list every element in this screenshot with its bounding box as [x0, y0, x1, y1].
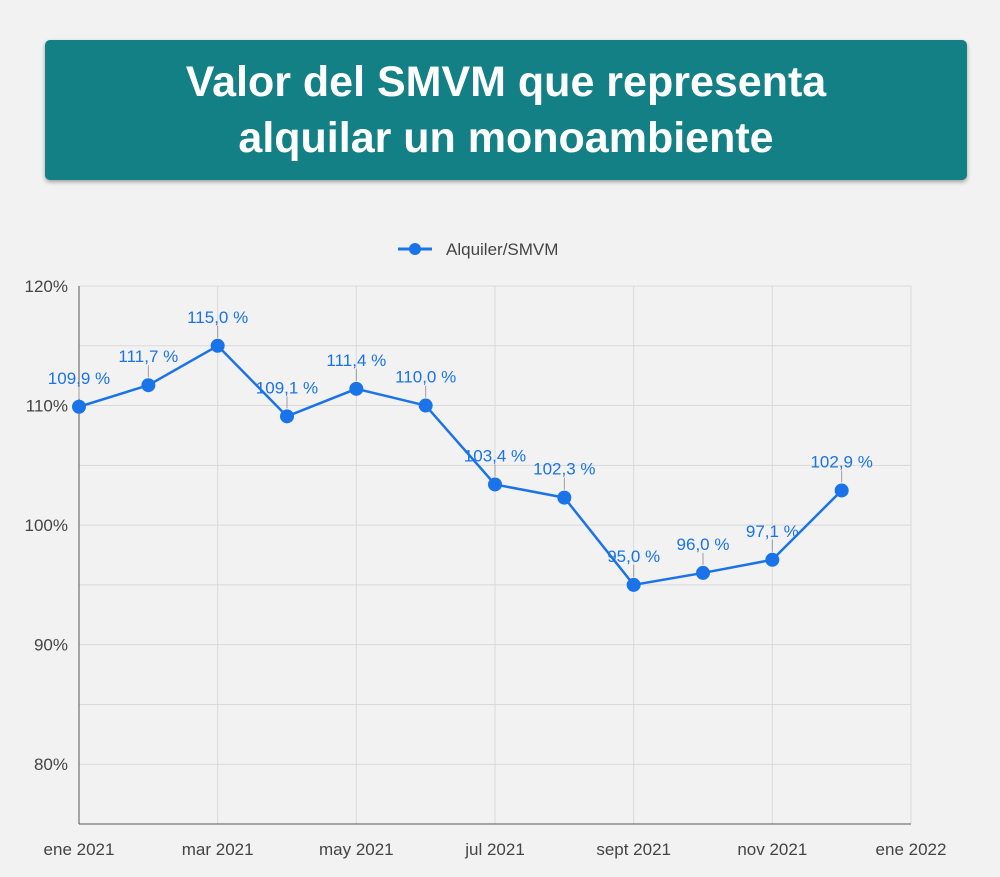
x-tick-label: jul 2021: [464, 840, 525, 859]
data-label: 111,4 %: [326, 351, 386, 370]
data-label: 97,1 %: [746, 522, 799, 541]
y-tick-label: 110%: [26, 397, 68, 416]
data-point[interactable]: [210, 338, 225, 353]
y-tick-label: 120%: [25, 277, 68, 296]
data-point[interactable]: [349, 381, 364, 396]
data-label: 115,0 %: [187, 308, 248, 327]
y-tick-label: 80%: [34, 755, 68, 774]
data-point[interactable]: [488, 477, 502, 492]
data-point[interactable]: [696, 565, 710, 580]
x-tick-label: sept 2021: [596, 840, 671, 859]
data-point[interactable]: [418, 398, 433, 413]
data-point[interactable]: [626, 577, 641, 592]
data-point[interactable]: [765, 552, 780, 567]
data-label: 102,9 %: [810, 452, 872, 471]
series-line: [78, 344, 843, 587]
chart-title-banner: Valor del SMVM que representa alquilar u…: [45, 40, 967, 180]
data-point[interactable]: [557, 490, 572, 505]
legend-label[interactable]: Alquiler/SMVM: [446, 240, 558, 259]
data-label: 102,3 %: [533, 460, 595, 479]
legend: Alquiler/SMVM: [398, 240, 558, 259]
data-label: 96,0 %: [677, 535, 730, 554]
grid-lines: [79, 285, 912, 824]
data-point[interactable]: [834, 483, 849, 498]
chart-title: Valor del SMVM que representa alquilar u…: [185, 58, 827, 162]
y-tick-label: 90%: [34, 636, 68, 655]
data-labels: 109,9 % 111,7 % 115,0 % 109,1 % 111,4 % 110,0…: [48, 308, 873, 577]
x-tick-label: ene 2022: [876, 840, 947, 859]
data-label: 110,0 %: [395, 368, 456, 387]
axes: 80% 90% 100% 110% 120% ene 2021 mar 2021 may 20…: [25, 277, 947, 859]
x-tick-label: nov 2021: [737, 840, 807, 859]
x-tick-label: mar 2021: [182, 840, 254, 859]
x-tick-label: ene 2021: [44, 840, 115, 859]
x-tick-label: may 2021: [319, 840, 394, 859]
data-label: 109,1 %: [256, 378, 318, 397]
data-point[interactable]: [280, 409, 294, 424]
y-tick-label: 100%: [25, 516, 68, 535]
series-alquiler-smvm: [72, 338, 849, 592]
data-point[interactable]: [72, 399, 86, 414]
data-label: 111,7 %: [118, 347, 178, 366]
data-label: 103,4 %: [464, 446, 526, 465]
data-point[interactable]: [141, 378, 156, 393]
data-label: 109,9 %: [48, 369, 110, 388]
legend-dot-marker: [409, 243, 421, 255]
data-label: 95,0 %: [607, 547, 660, 566]
